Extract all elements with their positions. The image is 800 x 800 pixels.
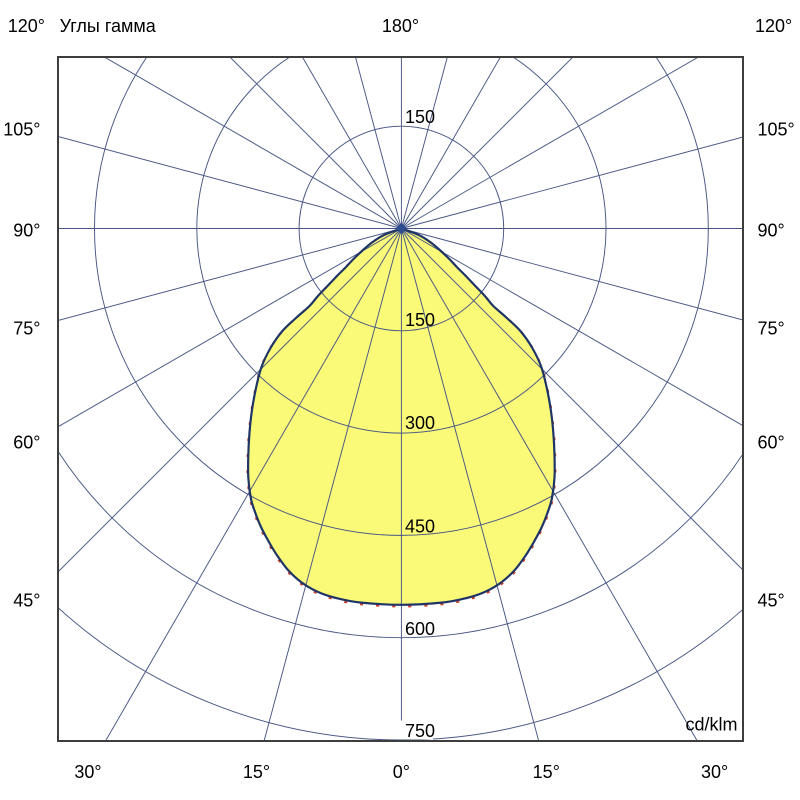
svg-text:15°: 15° <box>533 762 560 782</box>
svg-text:0°: 0° <box>393 762 410 782</box>
svg-text:60°: 60° <box>758 432 785 452</box>
svg-text:105°: 105° <box>758 119 795 139</box>
svg-text:45°: 45° <box>13 590 40 610</box>
svg-text:150: 150 <box>405 310 435 330</box>
svg-text:120°: 120° <box>8 16 45 36</box>
svg-text:105°: 105° <box>3 119 40 139</box>
svg-text:600: 600 <box>405 619 435 639</box>
svg-text:15°: 15° <box>243 762 270 782</box>
svg-text:90°: 90° <box>758 220 785 240</box>
svg-text:90°: 90° <box>13 220 40 240</box>
svg-text:cd/klm: cd/klm <box>685 714 737 734</box>
svg-text:180°: 180° <box>382 16 419 36</box>
svg-text:30°: 30° <box>701 762 728 782</box>
svg-text:75°: 75° <box>758 318 785 338</box>
svg-text:45°: 45° <box>758 590 785 610</box>
svg-text:30°: 30° <box>74 762 101 782</box>
svg-text:450: 450 <box>405 516 435 536</box>
svg-text:300: 300 <box>405 413 435 433</box>
svg-text:Углы гамма: Углы гамма <box>60 16 157 36</box>
svg-text:75°: 75° <box>13 318 40 338</box>
svg-text:120°: 120° <box>755 16 792 36</box>
svg-text:750: 750 <box>405 721 435 741</box>
svg-text:60°: 60° <box>13 432 40 452</box>
svg-text:150: 150 <box>405 107 435 127</box>
